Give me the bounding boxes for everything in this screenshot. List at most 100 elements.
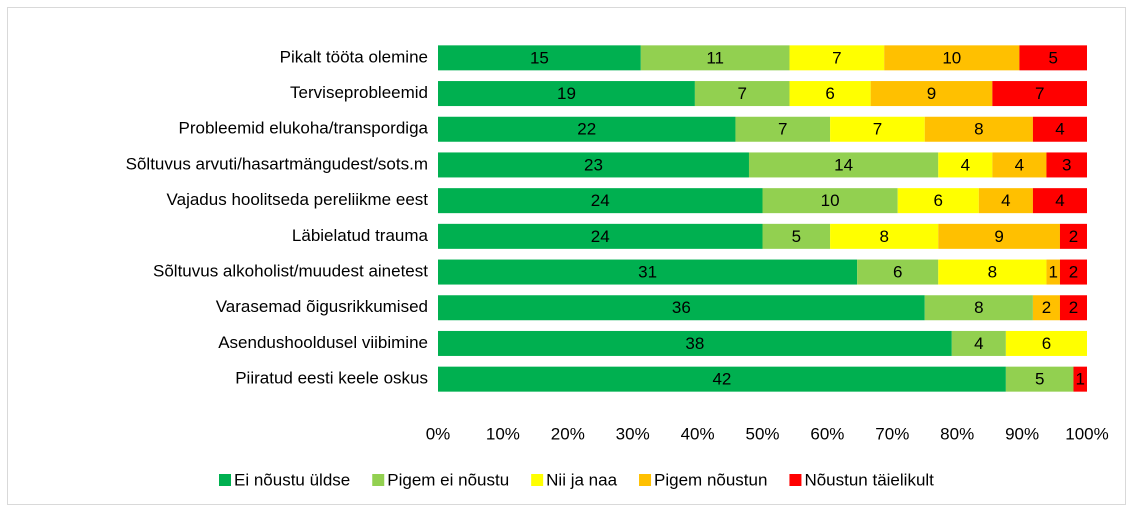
legend-label: Nõustun täielikult xyxy=(804,470,934,489)
legend-swatch xyxy=(639,474,652,486)
data-label: 2 xyxy=(1069,263,1078,282)
bar-segment xyxy=(438,188,763,214)
data-label: 7 xyxy=(737,84,746,103)
bar-segment xyxy=(978,188,1033,214)
y-tick-label: Sõltuvus arvuti/hasartmängudest/sots.m xyxy=(126,154,428,173)
legend-swatch xyxy=(789,474,802,486)
data-label: 4 xyxy=(961,155,970,174)
bar-segment xyxy=(1032,295,1060,321)
bar-segment xyxy=(1005,330,1087,356)
x-tick-label: 100% xyxy=(1065,424,1108,443)
y-tick-label: Piiratud eesti keele oskus xyxy=(235,369,428,388)
x-tick-label: 20% xyxy=(551,424,585,443)
bar-segment xyxy=(438,330,952,356)
data-label: 24 xyxy=(591,227,610,246)
legend-swatch xyxy=(372,474,385,486)
legend-label: Ei nõustu üldse xyxy=(234,470,350,489)
bar-segment xyxy=(1032,188,1087,214)
data-label: 9 xyxy=(994,227,1003,246)
x-tick-label: 0% xyxy=(426,424,451,443)
data-label: 6 xyxy=(893,263,902,282)
data-label: 7 xyxy=(778,120,787,139)
data-label: 8 xyxy=(988,263,997,282)
legend-swatch xyxy=(219,474,231,486)
data-label: 2 xyxy=(1042,298,1051,317)
bar-segment xyxy=(897,188,979,214)
bar-segment xyxy=(694,81,790,107)
y-tick-label: Pikalt tööta olemine xyxy=(280,47,428,66)
data-label: 4 xyxy=(974,334,983,353)
bar-segment xyxy=(830,223,939,249)
data-label: 9 xyxy=(927,84,936,103)
bar-segment xyxy=(951,330,1006,356)
bar-segment xyxy=(1046,152,1087,178)
x-tick-label: 30% xyxy=(616,424,650,443)
x-tick-label: 60% xyxy=(810,424,844,443)
data-label: 6 xyxy=(825,84,834,103)
data-label: 23 xyxy=(584,155,603,174)
bar-segment xyxy=(938,223,1060,249)
data-label: 15 xyxy=(530,48,549,67)
data-label: 10 xyxy=(942,48,961,67)
x-tick-label: 80% xyxy=(940,424,974,443)
x-tick-label: 50% xyxy=(745,424,779,443)
bar-segment xyxy=(640,45,790,71)
data-label: 6 xyxy=(1042,334,1051,353)
x-tick-label: 40% xyxy=(681,424,715,443)
x-tick-label: 10% xyxy=(486,424,520,443)
bar-segment xyxy=(438,295,925,321)
data-label: 14 xyxy=(834,155,853,174)
bar-segment xyxy=(438,259,858,285)
x-tick-label: 70% xyxy=(875,424,909,443)
data-label: 4 xyxy=(1015,155,1024,174)
bar-segment xyxy=(924,116,1033,142)
data-label: 8 xyxy=(974,120,983,139)
y-tick-label: Terviseprobleemid xyxy=(290,83,428,102)
bar-segment xyxy=(1073,366,1087,392)
data-label: 19 xyxy=(557,84,576,103)
bar-segment xyxy=(762,223,831,249)
data-label: 22 xyxy=(577,120,596,139)
bar-segment xyxy=(924,295,1033,321)
legend-swatch xyxy=(531,474,544,486)
data-label: 7 xyxy=(873,120,882,139)
bar-segment xyxy=(1059,295,1087,321)
bar-segment xyxy=(992,81,1087,107)
bar-segment xyxy=(789,45,885,71)
data-label: 4 xyxy=(1055,120,1064,139)
legend-label: Pigem nõustun xyxy=(654,470,767,489)
data-label: 10 xyxy=(821,191,840,210)
y-tick-label: Läbielatud trauma xyxy=(292,226,429,245)
bar-segment xyxy=(992,152,1047,178)
y-tick-label: Varasemad õigusrikkumised xyxy=(216,297,428,316)
data-label: 3 xyxy=(1062,155,1071,174)
x-tick-label: 90% xyxy=(1005,424,1039,443)
data-label: 1 xyxy=(1076,370,1085,389)
bar-segment xyxy=(857,259,939,285)
data-label: 7 xyxy=(832,48,841,67)
bar-segment xyxy=(438,116,736,142)
data-label: 38 xyxy=(685,334,704,353)
bar-segment xyxy=(1005,366,1074,392)
data-label: 1 xyxy=(1048,263,1057,282)
data-label: 4 xyxy=(1055,191,1064,210)
data-label: 24 xyxy=(591,191,610,210)
bar-segment xyxy=(748,152,939,178)
bar-segment xyxy=(789,81,871,107)
data-label: 6 xyxy=(934,191,943,210)
y-tick-label: Vajadus hoolitseda pereliikme eest xyxy=(167,190,429,209)
y-tick-label: Probleemid elukoha/transpordiga xyxy=(179,119,429,138)
data-label: 7 xyxy=(1035,84,1044,103)
data-label: 2 xyxy=(1069,227,1078,246)
bar-segment xyxy=(1019,45,1087,71)
y-tick-label: Asendushooldusel viibimine xyxy=(218,333,428,352)
legend-label: Nii ja naa xyxy=(546,470,617,489)
data-label: 8 xyxy=(974,298,983,317)
y-tick-label: Sõltuvus alkoholist/muudest ainetest xyxy=(153,262,428,281)
bar-segment xyxy=(1032,116,1087,142)
data-label: 8 xyxy=(879,227,888,246)
data-label: 36 xyxy=(672,298,691,317)
bar-segment xyxy=(735,116,831,142)
bar-segment xyxy=(1046,259,1060,285)
